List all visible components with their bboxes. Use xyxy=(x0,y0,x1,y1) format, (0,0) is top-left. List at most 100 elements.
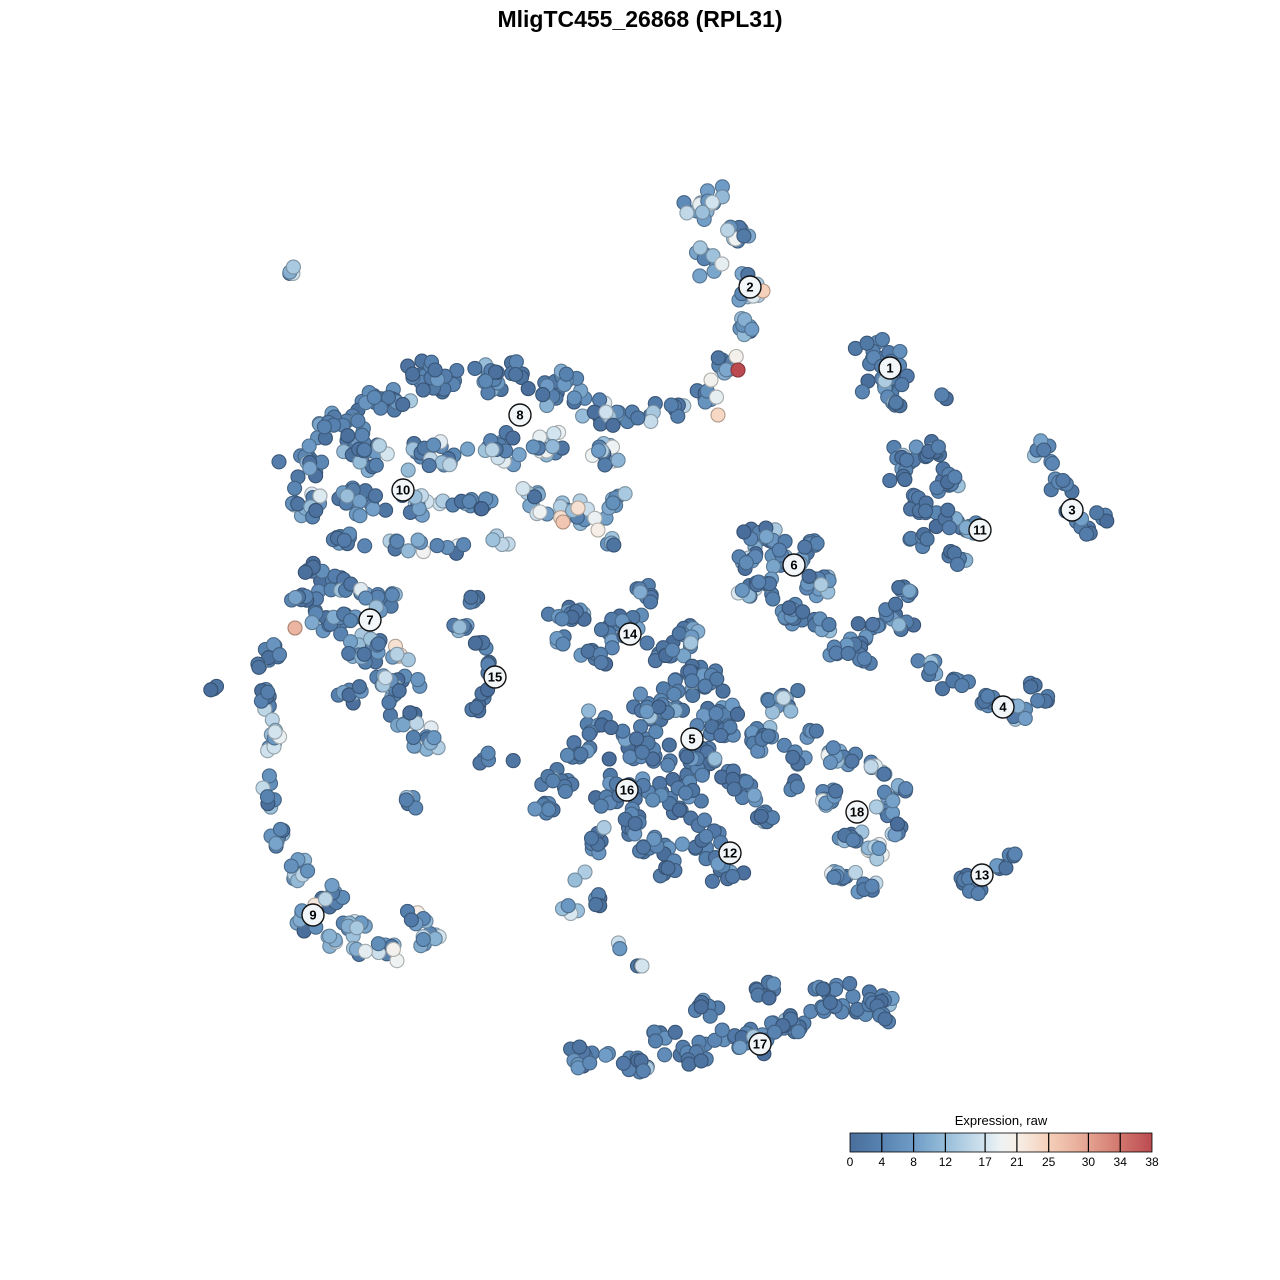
cell-point xyxy=(467,635,483,651)
cluster-label-10: 10 xyxy=(396,483,410,498)
cell-point xyxy=(863,759,879,775)
cell-point xyxy=(409,715,425,731)
cell-point xyxy=(605,417,621,433)
cell-point xyxy=(356,646,372,662)
cell-point xyxy=(610,452,626,468)
cell-point xyxy=(588,897,604,913)
cell-point xyxy=(591,443,607,459)
legend-tick-label: 4 xyxy=(878,1155,885,1169)
cell-point xyxy=(871,840,887,856)
cell-point xyxy=(632,584,648,600)
cell-point xyxy=(785,749,801,765)
cell-point xyxy=(660,860,676,876)
cell-point xyxy=(751,574,767,590)
cell-point xyxy=(302,460,318,476)
legend-tick-label: 8 xyxy=(910,1155,917,1169)
cell-point-highlight xyxy=(730,362,746,378)
cell-point xyxy=(461,494,477,510)
cell-point xyxy=(605,495,621,511)
cell-point xyxy=(704,194,720,210)
cell-point xyxy=(400,462,416,478)
cluster-badge-2 xyxy=(738,275,762,299)
cluster-label-4: 4 xyxy=(999,700,1007,715)
cell-point xyxy=(301,438,317,454)
cell-point xyxy=(947,469,963,485)
cell-point xyxy=(648,724,664,740)
cell-point xyxy=(1055,472,1071,489)
cell-point xyxy=(694,204,711,220)
cell-point xyxy=(685,687,701,703)
cell-point xyxy=(632,686,648,702)
cell-point xyxy=(679,749,695,765)
cell-point xyxy=(598,404,614,420)
cell-point xyxy=(934,387,950,403)
cell-point xyxy=(647,1033,664,1049)
cluster-label-9: 9 xyxy=(309,908,316,923)
cell-point xyxy=(1007,846,1023,862)
cell-point xyxy=(391,683,407,699)
cell-point xyxy=(888,596,904,612)
cell-point xyxy=(370,636,387,652)
cell-point xyxy=(203,682,219,698)
cell-point xyxy=(526,489,543,505)
legend-tick-label: 0 xyxy=(847,1155,854,1169)
cell-point xyxy=(597,457,613,473)
cell-point xyxy=(426,437,442,453)
cluster-badge-15 xyxy=(483,665,507,689)
cell-point xyxy=(260,684,276,700)
cluster-badge-1 xyxy=(878,356,902,380)
cell-point xyxy=(405,366,421,382)
cell-point xyxy=(398,792,414,808)
cell-point xyxy=(639,703,655,719)
cell-point xyxy=(480,745,496,761)
cell-point xyxy=(765,591,781,607)
cluster-badge-12 xyxy=(718,841,742,865)
cell-point xyxy=(709,671,725,687)
cell-point xyxy=(728,348,744,365)
cell-point xyxy=(842,976,858,992)
cell-point xyxy=(515,481,531,497)
cell-point xyxy=(1017,710,1033,726)
cluster-label-5: 5 xyxy=(688,732,695,747)
cluster-badge-11 xyxy=(968,518,992,542)
cell-point xyxy=(790,682,806,699)
cell-point xyxy=(702,1008,718,1024)
cell-point xyxy=(667,1024,683,1040)
cell-point xyxy=(571,1039,588,1055)
cell-point xyxy=(322,928,338,944)
cell-point xyxy=(898,781,914,797)
cell-point xyxy=(847,864,864,881)
plot-title: MligTC455_26868 (RPL31) xyxy=(497,6,783,32)
cell-point xyxy=(815,981,831,997)
cell-point xyxy=(1044,455,1060,471)
cell-point xyxy=(844,753,860,769)
cell-point xyxy=(505,430,521,446)
cluster-label-11: 11 xyxy=(973,523,987,538)
cell-point xyxy=(271,454,287,470)
cell-point xyxy=(351,679,367,695)
cell-point xyxy=(1089,505,1105,521)
cell-point xyxy=(980,688,996,704)
cell-point xyxy=(474,501,490,517)
cell-point xyxy=(484,442,500,458)
cell-point xyxy=(714,256,730,272)
cell-point xyxy=(400,543,416,559)
cell-point xyxy=(917,503,934,519)
cluster-label-7: 7 xyxy=(366,613,373,628)
cell-point xyxy=(350,413,366,429)
cell-point xyxy=(949,556,966,572)
cell-point xyxy=(421,457,437,474)
cluster-badge-7 xyxy=(358,608,382,632)
cell-point xyxy=(358,590,374,606)
cell-point xyxy=(525,439,541,455)
cell-point xyxy=(545,439,561,455)
cell-point xyxy=(661,737,677,753)
cell-point xyxy=(940,502,956,518)
cell-point xyxy=(738,774,755,790)
cell-point xyxy=(795,604,811,620)
cell-point xyxy=(664,642,680,658)
cell-point xyxy=(593,798,609,814)
cell-point xyxy=(352,508,368,524)
cell-point xyxy=(888,395,904,411)
